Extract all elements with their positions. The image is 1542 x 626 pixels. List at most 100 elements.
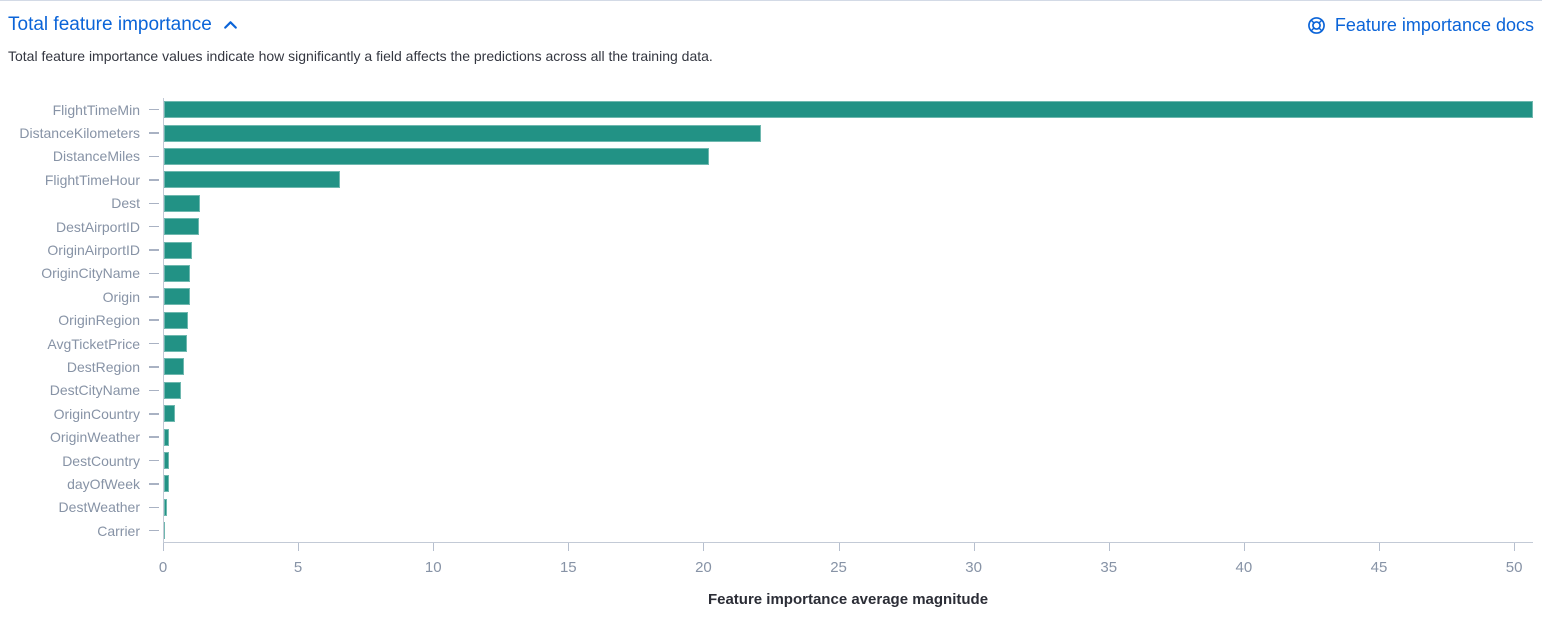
x-tick-label: 15: [559, 559, 577, 577]
bar-OriginCountry[interactable]: [164, 405, 175, 423]
x-tick-mark: [1243, 543, 1245, 552]
x-axis: Feature importance average magnitude 0 5 1…: [159, 542, 1533, 626]
bar-track: [164, 124, 1533, 142]
x-tick-mark: [1514, 543, 1516, 552]
bar-DestWeather[interactable]: [164, 498, 168, 516]
y-tick-mark: [149, 459, 159, 462]
y-tick-mark: [149, 249, 159, 251]
x-tick-mark: [1108, 543, 1110, 552]
y-axis-label: Dest: [111, 195, 140, 212]
y-axis-label: DistanceKilometers: [19, 125, 140, 142]
y-axis-label: DestAirportID: [55, 218, 140, 235]
bar-row: DestCountry: [0, 449, 1542, 472]
bar-row: AvgTicketPrice: [0, 332, 1542, 355]
bar-Carrier[interactable]: [164, 522, 166, 540]
bar-Dest[interactable]: [164, 194, 201, 212]
y-tick-mark: [149, 342, 159, 345]
bar-track: [164, 335, 1533, 353]
y-axis-label: DestRegion: [66, 358, 140, 375]
bar-row: OriginCityName: [0, 262, 1542, 285]
y-axis-line: [163, 98, 164, 543]
y-axis-label: OriginRegion: [58, 312, 140, 329]
bar-track: [164, 522, 1533, 540]
y-tick-mark: [149, 132, 159, 134]
feature-importance-docs-link[interactable]: Feature importance docs: [1306, 15, 1534, 36]
x-tick-label: 30: [965, 559, 982, 577]
feature-importance-chart: FlightTimeMin DistanceKilometers DistanceM…: [0, 98, 1542, 626]
bar-track: [164, 264, 1533, 282]
help-lifering-icon: [1306, 15, 1327, 36]
bar-row: Dest: [0, 192, 1542, 215]
x-tick-mark: [838, 543, 840, 552]
x-axis-title: Feature importance average magnitude: [707, 591, 989, 609]
bar-row: OriginAirportID: [0, 238, 1542, 261]
y-tick-mark: [149, 529, 159, 532]
bar-row: DistanceMiles: [0, 145, 1542, 168]
x-tick-mark: [568, 543, 570, 552]
y-axis-label: OriginCountry: [53, 405, 140, 422]
bar-row: DestRegion: [0, 355, 1542, 378]
y-axis-label: FlightTimeMin: [52, 101, 140, 118]
bar-DestCityName[interactable]: [164, 381, 181, 399]
bar-DistanceKilometers[interactable]: [164, 124, 761, 142]
y-tick-mark: [149, 202, 159, 204]
x-tick-mark: [298, 543, 300, 552]
bar-DestRegion[interactable]: [164, 358, 184, 376]
x-tick-label: 45: [1370, 559, 1388, 577]
y-tick-mark: [149, 366, 159, 368]
bar-DestCountry[interactable]: [164, 452, 169, 470]
bar-row: OriginCountry: [0, 402, 1542, 425]
bar-DestAirportID[interactable]: [164, 218, 200, 236]
bar-row: FlightTimeMin: [0, 98, 1542, 121]
bar-OriginWeather[interactable]: [164, 428, 170, 446]
x-tick-label: 5: [293, 559, 303, 577]
x-tick-label: 50: [1505, 559, 1523, 577]
x-tick-mark: [973, 543, 975, 552]
bar-row: FlightTimeHour: [0, 168, 1542, 191]
x-tick-mark: [703, 543, 705, 552]
bar-row: DestWeather: [0, 496, 1542, 519]
y-tick-mark: [149, 108, 159, 111]
x-tick-mark: [163, 543, 164, 552]
bar-track: [164, 498, 1533, 516]
bar-Origin[interactable]: [164, 288, 190, 306]
bar-track: [164, 381, 1533, 399]
bar-FlightTimeHour[interactable]: [164, 171, 340, 189]
x-tick-label: 35: [1100, 559, 1118, 577]
y-axis-label: OriginAirportID: [47, 242, 140, 259]
y-axis-label: DestWeather: [58, 499, 140, 516]
bar-track: [164, 194, 1533, 212]
bar-track: [164, 171, 1533, 189]
bar-row: Origin: [0, 285, 1542, 308]
y-tick-mark: [149, 413, 159, 415]
bar-dayOfWeek[interactable]: [164, 475, 169, 493]
x-tick-label: 10: [424, 559, 442, 577]
bar-track: [164, 218, 1533, 236]
y-tick-mark: [149, 296, 159, 298]
bar-AvgTicketPrice[interactable]: [164, 335, 187, 353]
panel-header: Total feature importance Feature importa…: [0, 1, 1542, 38]
x-tick-label: 40: [1235, 559, 1253, 577]
x-tick-mark: [1378, 543, 1380, 552]
y-tick-mark: [149, 436, 159, 438]
bar-OriginAirportID[interactable]: [164, 241, 193, 259]
accordion-toggle[interactable]: Total feature importance: [8, 12, 239, 38]
bar-track: [164, 452, 1533, 470]
y-axis-label: Origin: [102, 288, 140, 305]
y-tick-mark: [149, 155, 159, 158]
bar-DistanceMiles[interactable]: [164, 147, 710, 165]
bar-FlightTimeMin[interactable]: [164, 101, 1533, 119]
bar-row: Carrier: [0, 519, 1542, 542]
bar-row: DistanceKilometers: [0, 121, 1542, 144]
y-tick-mark: [149, 225, 159, 228]
x-tick-label: 20: [695, 559, 712, 577]
x-tick-label: 0: [158, 559, 168, 577]
bar-OriginRegion[interactable]: [164, 311, 189, 329]
bar-track: [164, 147, 1533, 165]
bar-row: DestAirportID: [0, 215, 1542, 238]
bar-track: [164, 241, 1533, 259]
bar-OriginCityName[interactable]: [164, 264, 191, 282]
y-axis-label: DestCityName: [49, 382, 140, 399]
y-tick-mark: [149, 483, 159, 485]
x-tick-label: 25: [830, 559, 847, 577]
